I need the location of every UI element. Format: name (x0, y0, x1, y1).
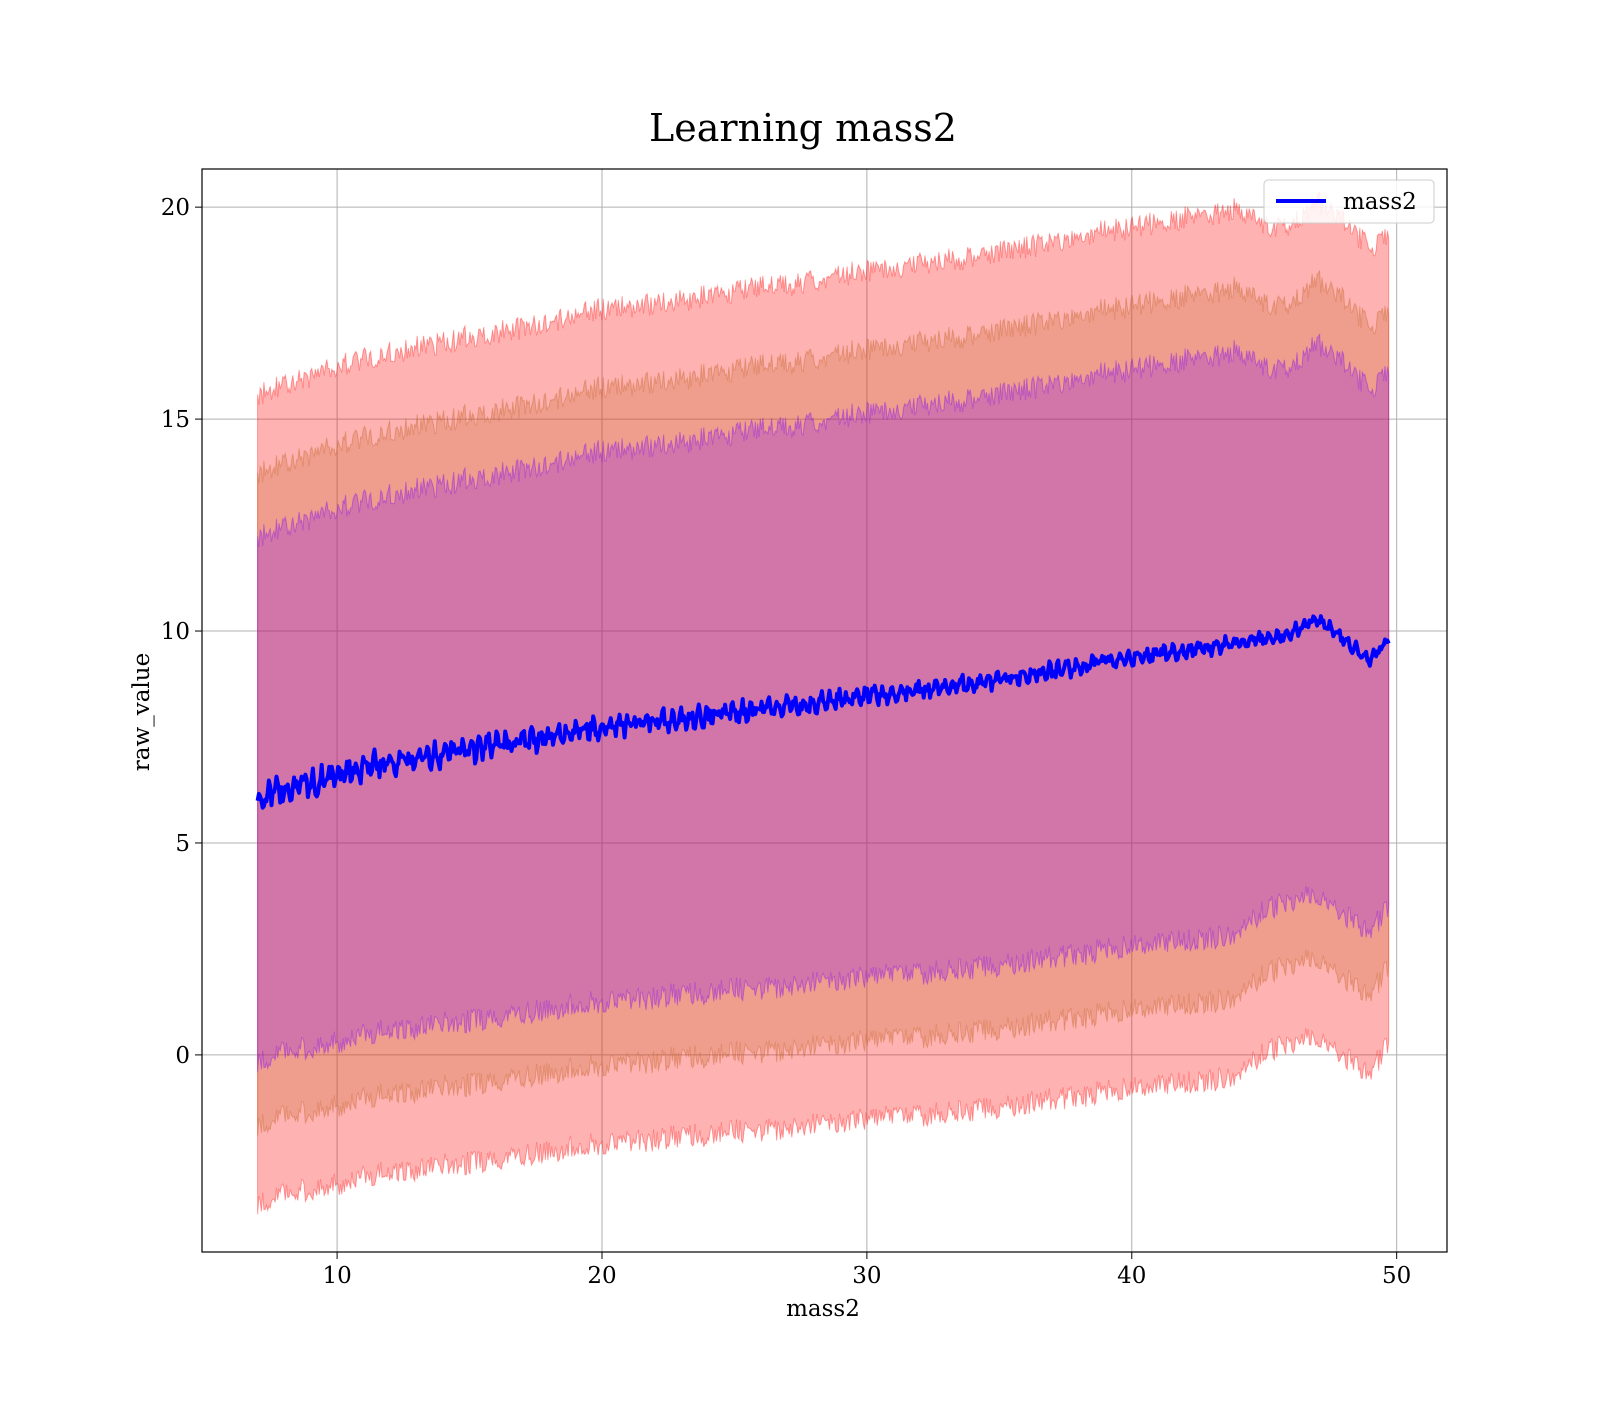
legend: mass2 (1263, 179, 1435, 224)
plot-frame (201, 168, 1448, 1253)
line-layer (255, 614, 1391, 810)
x-tick-label: 10 (322, 1263, 351, 1289)
tick-layer: 10 20 30 40 50 0 5 10 15 20 (161, 195, 1412, 1289)
x-axis-label: mass2 (786, 1296, 860, 1322)
chart-title: Learning mass2 (649, 106, 957, 150)
x-tick-label: 50 (1382, 1263, 1411, 1289)
y-tick-label: 5 (175, 831, 190, 857)
legend-label-mass2: mass2 (1343, 189, 1417, 215)
x-tick-label: 20 (587, 1263, 616, 1289)
grid-layer (202, 169, 1447, 1252)
y-tick-label: 20 (161, 195, 190, 221)
series-line-mass2 (255, 614, 1391, 810)
y-tick-label: 10 (161, 619, 190, 645)
x-tick-label: 30 (852, 1263, 881, 1289)
legend-box (1263, 179, 1435, 224)
y-tick-label: 0 (175, 1043, 190, 1069)
y-axis-label: raw_value (129, 653, 155, 771)
y-tick-label: 15 (161, 407, 190, 433)
x-tick-label: 40 (1117, 1263, 1146, 1289)
